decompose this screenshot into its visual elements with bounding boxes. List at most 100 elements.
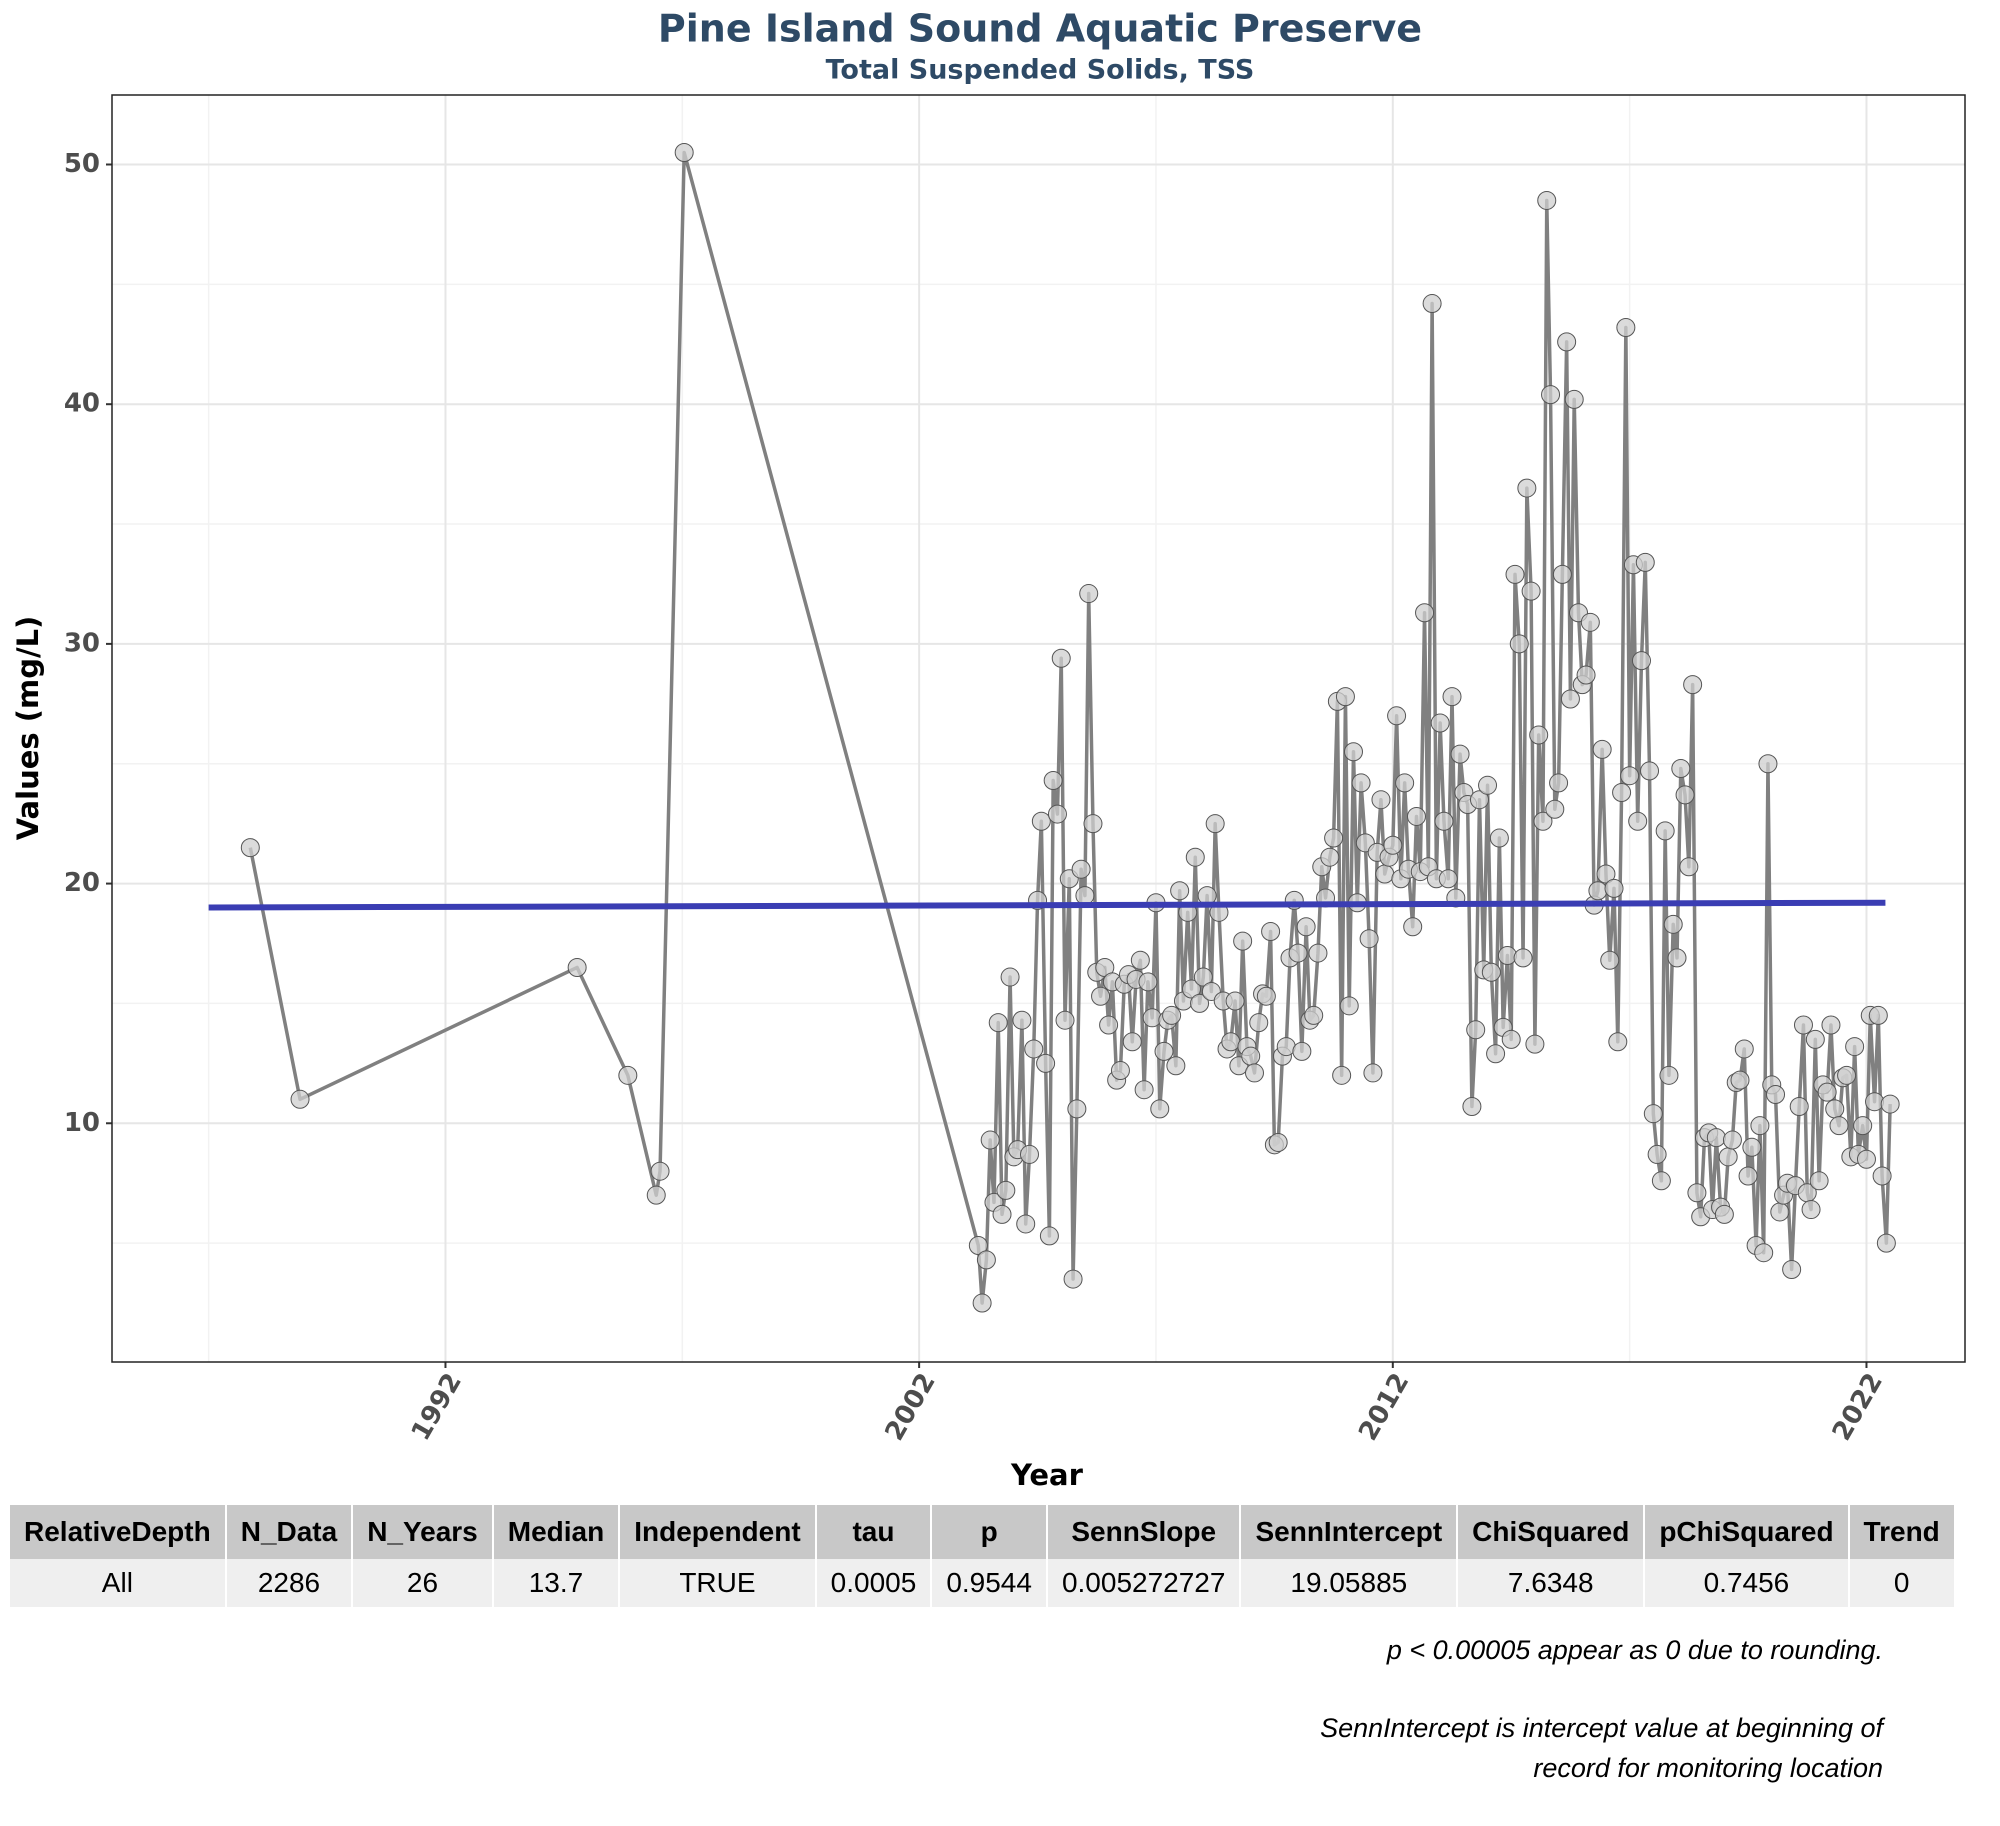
data-point [1679, 857, 1699, 877]
data-point [1067, 1099, 1087, 1119]
data-point [1809, 1171, 1829, 1191]
data-point [992, 1204, 1012, 1224]
data-line [248, 150, 1892, 1305]
y-tick-label: 10 [64, 1108, 100, 1138]
data-point [1604, 878, 1624, 898]
data-point [1012, 1010, 1032, 1030]
data-point [1856, 1149, 1876, 1169]
data-point [1829, 1116, 1849, 1136]
data-point [1000, 967, 1020, 987]
data-point [1825, 1099, 1845, 1119]
data-point [1509, 634, 1529, 654]
data-point [1588, 881, 1608, 901]
data-point [968, 1236, 988, 1256]
y-tick-label: 30 [64, 628, 100, 658]
data-point [1592, 739, 1612, 759]
data-point [1734, 1039, 1754, 1059]
data-point [1442, 687, 1462, 707]
data-point [1529, 725, 1549, 745]
table-header-cell: SennSlope [1046, 1505, 1242, 1559]
data-point [1845, 1037, 1865, 1057]
x-tick-label: 2012 [1353, 1368, 1415, 1446]
data-point [980, 1130, 1000, 1150]
note: SennIntercept is intercept value at begi… [1320, 1713, 1883, 1783]
table-header-cell: tau [815, 1505, 933, 1559]
table-cell: 0.005272727 [1046, 1559, 1242, 1607]
data-point [1256, 986, 1276, 1006]
data-point [1647, 1144, 1667, 1164]
table-header-cell: p [931, 1505, 1048, 1559]
data-point [1564, 389, 1584, 409]
data-point [1296, 917, 1316, 937]
data-point [1138, 972, 1158, 992]
data-point [1580, 612, 1600, 632]
data-point [1663, 914, 1683, 934]
table-cell: 0.0005 [815, 1559, 933, 1607]
data-point [1403, 917, 1423, 937]
data-point [1324, 828, 1344, 848]
data-point [1754, 1243, 1774, 1263]
data-point [1099, 1015, 1119, 1035]
table-header-cell: N_Years [352, 1505, 494, 1559]
data-point [1687, 1183, 1707, 1203]
trend-line [208, 899, 1886, 911]
data-point [1233, 931, 1253, 951]
data-point [1742, 1137, 1762, 1157]
data-point [1817, 1082, 1837, 1102]
x-tick-label: 2022 [1827, 1368, 1889, 1446]
data-point [1805, 1029, 1825, 1049]
data-point [1221, 1032, 1241, 1052]
data-point [1683, 675, 1703, 695]
data-point [567, 957, 587, 977]
data-point [1486, 1044, 1506, 1064]
data-point [674, 143, 694, 163]
data-point [1268, 1132, 1288, 1152]
table-header-cell: ChiSquared [1457, 1505, 1646, 1559]
data-point [1469, 790, 1489, 810]
data-point [1320, 847, 1340, 867]
data-point [1706, 1128, 1726, 1148]
data-point [1434, 811, 1454, 831]
data-point [240, 838, 260, 858]
table-cell: 0.7456 [1644, 1559, 1850, 1607]
data-point [1801, 1200, 1821, 1220]
data-point [988, 1013, 1008, 1033]
data-point [1667, 948, 1687, 968]
table-header-cell: pChiSquared [1644, 1505, 1850, 1559]
data-point [1505, 564, 1525, 584]
data-point [1185, 847, 1205, 867]
data-point [1241, 1046, 1261, 1066]
data-point [1130, 950, 1150, 970]
table-cell: 19.05885 [1240, 1559, 1459, 1607]
data-point [1608, 1032, 1628, 1052]
data-point [1718, 1147, 1738, 1167]
data-point [1552, 564, 1572, 584]
table-header-cell: RelativeDepth [10, 1505, 227, 1559]
data-point [1872, 1166, 1892, 1186]
data-point [1351, 773, 1371, 793]
data-point [1541, 385, 1561, 405]
plot-border [111, 94, 1966, 1363]
data-point [1375, 864, 1395, 884]
data-point [1339, 996, 1359, 1016]
data-point [1837, 1065, 1857, 1085]
data-point [1545, 799, 1565, 819]
data-point [1853, 1116, 1873, 1136]
data-point [1521, 581, 1541, 601]
x-tick-label: 1992 [406, 1368, 468, 1446]
note: p < 0.00005 appear as 0 due to rounding. [1386, 1635, 1883, 1665]
table-cell: 0 [1848, 1559, 1956, 1607]
table-cell: 7.6348 [1457, 1559, 1646, 1607]
data-point [1039, 1226, 1059, 1246]
x-tick-label: 2002 [880, 1368, 942, 1446]
data-point [1024, 1039, 1044, 1059]
data-point [1162, 1005, 1182, 1025]
table-cell: 2286 [225, 1559, 354, 1607]
data-point [1244, 1063, 1264, 1083]
data-point [1714, 1204, 1734, 1224]
data-point [1020, 1144, 1040, 1164]
table-row: All 2286 26 13.7 TRUE 0.0005 0.9544 0.005272727… [10, 1559, 1956, 1607]
table-cell: All [10, 1559, 227, 1607]
stats-table: RelativeDepth N_Data N_Years Median Independ… [10, 1505, 1956, 1607]
data-point [1043, 771, 1063, 791]
